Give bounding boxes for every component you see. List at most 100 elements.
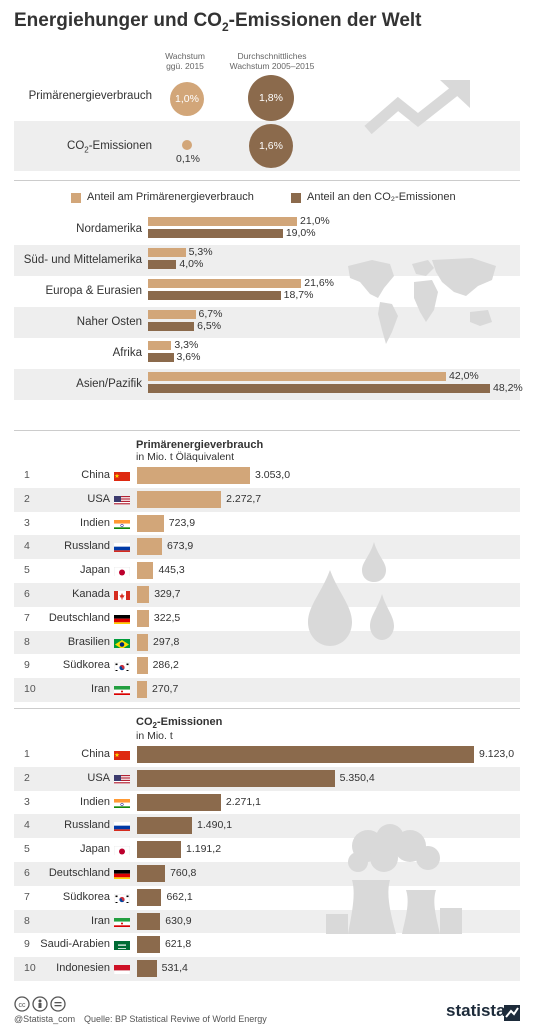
ranking-country: Saudi-Arabien [40,938,110,951]
ranking-country: Indien [80,516,110,529]
statista-logo[interactable]: statista [446,1001,506,1020]
ranking-rank: 7 [24,611,30,624]
ranking-country: USA [87,771,110,784]
primary-ranking-subtitle: in Mio. t Öläquivalent [136,451,235,463]
ranking-bar [137,888,162,906]
ranking-country: Japan [80,564,110,577]
ranking-country: Kanada [72,588,110,600]
flag-cn-icon [114,749,130,760]
ranking-rank: 3 [24,795,30,808]
ranking-rank: 5 [24,843,30,856]
legend-swatch-co2 [291,193,301,203]
ranking-value: 621,8 [164,938,192,951]
flag-ru-icon [114,541,130,553]
region-bar-value: 5,3% [188,246,213,258]
ranking-value: 1.490,1 [197,819,233,832]
ranking-value: 329,7 [154,588,181,600]
ranking-value: 322,5 [153,611,181,624]
power-plant-icon [326,824,462,934]
ranking-bar [137,769,335,787]
ranking-bar [137,912,161,930]
region-bar-value: 19,0% [285,227,316,239]
flag-us-icon [114,494,130,505]
region-bar [148,217,297,226]
region-bar-value: 48,2% [493,382,523,394]
ranking-rank: 5 [24,564,30,577]
region-label: Europa & Eurasien [45,285,142,297]
statista-logo-icon [504,1005,520,1021]
ranking-bar [137,490,222,508]
flag-cn-icon [114,470,130,481]
ranking-country: Deutschland [48,867,110,879]
svg-text:cc: cc [19,1002,27,1009]
region-bar [148,279,302,288]
ranking-rank: 2 [24,492,30,505]
ranking-bar [137,467,250,484]
ranking-bar [137,609,149,627]
ranking-bar [137,865,166,882]
ranking-rank: 6 [24,867,30,879]
separator [14,180,520,181]
growth-header-2015: Wachstum ggü. 2015 [165,51,205,71]
region-label: Afrika [112,347,142,359]
ranking-rank: 8 [24,635,30,648]
ranking-rank: 2 [24,771,30,784]
region-bar [148,322,195,331]
flag-ir-icon [114,916,130,927]
ranking-country: China [81,469,110,481]
ranking-bar [137,514,164,532]
flag-ir-icon [114,684,130,696]
ranking-country: Brasilien [67,635,110,648]
growth-circle-co2-avg: 1,6% [249,124,293,168]
ranking-value: 445,3 [158,564,185,577]
flag-jp-icon [114,844,130,856]
ranking-rank: 8 [24,914,30,927]
ranking-value: 662,1 [166,890,193,903]
oil-drops-icon [308,542,394,646]
ranking-value: 297,8 [153,635,180,648]
ranking-bar [137,586,150,603]
flag-kr-icon [114,892,130,903]
ranking-country: Indonesien [56,962,110,975]
ranking-country: Deutschland [48,611,110,624]
region-bar-value: 6,7% [198,308,223,320]
ranking-country: Japan [80,843,110,856]
flag-sa-icon [114,939,130,951]
flag-in-icon [114,518,130,529]
ranking-country: Russland [64,540,110,553]
world-map-icon [348,258,496,344]
ranking-rank: 10 [24,683,36,696]
ranking-bar [137,562,154,580]
region-bar [148,353,174,362]
ranking-rank: 6 [24,588,30,600]
flag-kr-icon [114,660,130,672]
legend-label-co2: Anteil an den CO₂-Emissionen [307,191,456,203]
by-icon [32,996,48,1012]
ranking-bar [137,746,474,763]
flag-jp-icon [114,565,130,577]
ranking-rank: 9 [24,938,30,951]
region-label: Nordamerika [76,223,142,235]
region-label: Süd- und Mittelamerika [23,254,142,266]
flag-br-icon [114,637,130,648]
ranking-value: 2.272,7 [226,492,262,505]
flag-ca-icon [114,589,130,600]
ranking-value: 723,9 [168,516,196,529]
ranking-rank: 10 [24,962,36,975]
ranking-country: Indien [80,795,110,808]
ranking-value: 286,2 [152,659,179,672]
region-bar-value: 18,7% [283,289,314,301]
region-bar [148,291,281,300]
ranking-value: 9.123,0 [479,748,515,760]
flag-us-icon [114,773,130,784]
co2-ranking-subtitle: in Mio. t [136,730,173,742]
ranking-value: 1.191,2 [186,843,222,856]
ranking-value: 270,7 [152,683,179,696]
ranking-country: Südkorea [62,890,110,903]
ranking-bar [137,793,221,811]
region-label: Asien/Pazifik [76,378,142,390]
ranking-value: 5.350,4 [339,771,375,784]
legend-swatch-primary [71,193,81,203]
ranking-value: 3.053,0 [255,469,291,481]
ranking-value: 760,8 [170,867,197,879]
